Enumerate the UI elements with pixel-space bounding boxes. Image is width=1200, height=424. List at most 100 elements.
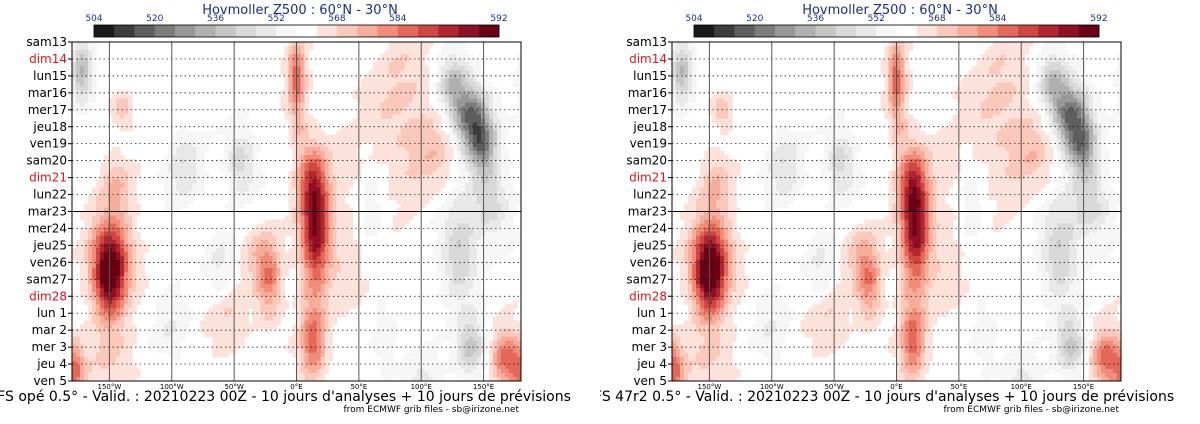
heatmap-cell — [76, 62, 81, 67]
heatmap-cell — [104, 360, 109, 366]
heatmap-cell — [324, 320, 330, 326]
heatmap-cell — [252, 171, 258, 176]
heatmap-cell — [360, 98, 366, 104]
heatmap-cell — [468, 142, 474, 148]
heatmap-cell — [196, 167, 201, 172]
heatmap-cell — [224, 316, 229, 322]
heatmap-cell — [316, 167, 322, 172]
heatmap-cell — [304, 46, 310, 51]
heatmap-cell — [324, 159, 330, 164]
heatmap-cell — [292, 336, 298, 342]
heatmap-cell — [224, 122, 229, 128]
chart-title: Hovmoller Z500 : 60°N - 30°N — [202, 3, 398, 18]
heatmap-cell — [228, 150, 233, 156]
heatmap-cell — [304, 134, 310, 140]
heatmap-cell — [196, 183, 201, 188]
heatmap-cell — [500, 219, 506, 225]
heatmap-cell — [452, 239, 458, 245]
heatmap-cell — [164, 300, 169, 305]
heatmap-cell — [116, 352, 121, 358]
heatmap-cell — [476, 195, 482, 200]
heatmap-cell — [312, 130, 318, 136]
heatmap-cell — [212, 320, 217, 326]
heatmap-cell — [368, 82, 374, 87]
heatmap-cell — [136, 235, 141, 241]
heatmap-cell — [84, 219, 89, 225]
heatmap-cell — [328, 255, 334, 261]
heatmap-cell — [444, 114, 450, 120]
heatmap-cell — [248, 328, 254, 334]
heatmap-cell — [464, 320, 470, 326]
heatmap-cell — [416, 102, 422, 108]
heatmap-cell — [280, 219, 286, 225]
heatmap-cell — [200, 138, 205, 144]
heatmap-cell — [508, 336, 514, 342]
heatmap-cell — [100, 179, 105, 184]
heatmap-cell — [84, 340, 89, 346]
heatmap-cell — [408, 138, 414, 144]
heatmap-cell — [224, 167, 229, 172]
heatmap-cell — [316, 142, 322, 148]
heatmap-cell — [364, 110, 370, 116]
heatmap-cell — [468, 328, 474, 334]
heatmap-cell — [228, 118, 233, 124]
heatmap-cell — [496, 227, 502, 233]
heatmap-cell — [92, 268, 97, 273]
heatmap-cell — [296, 150, 302, 156]
heatmap-cell — [108, 98, 113, 104]
heatmap-cell — [412, 142, 418, 148]
heatmap-cell — [192, 163, 197, 168]
heatmap-cell — [100, 292, 105, 297]
heatmap-cell — [484, 167, 490, 172]
heatmap-cell — [444, 304, 450, 309]
heatmap-cell — [96, 195, 101, 200]
heatmap-cell — [368, 207, 374, 213]
heatmap-cell — [472, 146, 478, 152]
heatmap-cell — [76, 90, 81, 96]
heatmap-cell — [316, 268, 322, 273]
heatmap-cell — [512, 304, 518, 309]
heatmap-cell — [212, 332, 217, 338]
heatmap-cell — [464, 82, 470, 87]
heatmap-cell — [476, 280, 482, 285]
heatmap-cell — [252, 150, 258, 156]
heatmap-cell — [312, 159, 318, 164]
heatmap-cell — [108, 207, 113, 213]
heatmap-cell — [400, 159, 406, 164]
heatmap-cell — [96, 280, 101, 285]
heatmap-cell — [316, 284, 322, 289]
heatmap-cell — [284, 102, 290, 108]
heatmap-cell — [488, 126, 494, 132]
heatmap-cell — [448, 203, 454, 209]
heatmap-cell — [88, 207, 93, 213]
heatmap-cell — [268, 235, 274, 241]
heatmap-cell — [508, 348, 514, 354]
heatmap-cell — [456, 86, 462, 92]
heatmap-cell — [440, 223, 446, 229]
heatmap-cell — [240, 179, 245, 184]
heatmap-cell — [188, 146, 193, 152]
heatmap-cell — [412, 163, 418, 168]
heatmap-cell — [300, 146, 306, 152]
heatmap-cell — [444, 288, 450, 293]
heatmap-cell — [276, 243, 282, 249]
heatmap-cell — [412, 102, 418, 108]
heatmap-cell — [108, 259, 113, 265]
heatmap-cell — [336, 304, 342, 309]
heatmap-cell — [132, 324, 137, 330]
heatmap-cell — [328, 142, 334, 148]
heatmap-cell — [440, 58, 446, 63]
heatmap-cell — [296, 247, 302, 253]
heatmap-cell — [132, 332, 137, 338]
heatmap-cell — [276, 312, 282, 318]
heatmap-cell — [328, 263, 334, 269]
heatmap-cell — [416, 74, 422, 79]
heatmap-cell — [344, 142, 350, 148]
heatmap-cell — [344, 179, 350, 184]
heatmap-cell — [416, 110, 422, 116]
heatmap-cell — [360, 86, 366, 92]
heatmap-cell — [396, 134, 402, 140]
heatmap-cell — [228, 300, 233, 305]
heatmap-cell — [492, 195, 498, 200]
heatmap-cell — [88, 46, 93, 51]
